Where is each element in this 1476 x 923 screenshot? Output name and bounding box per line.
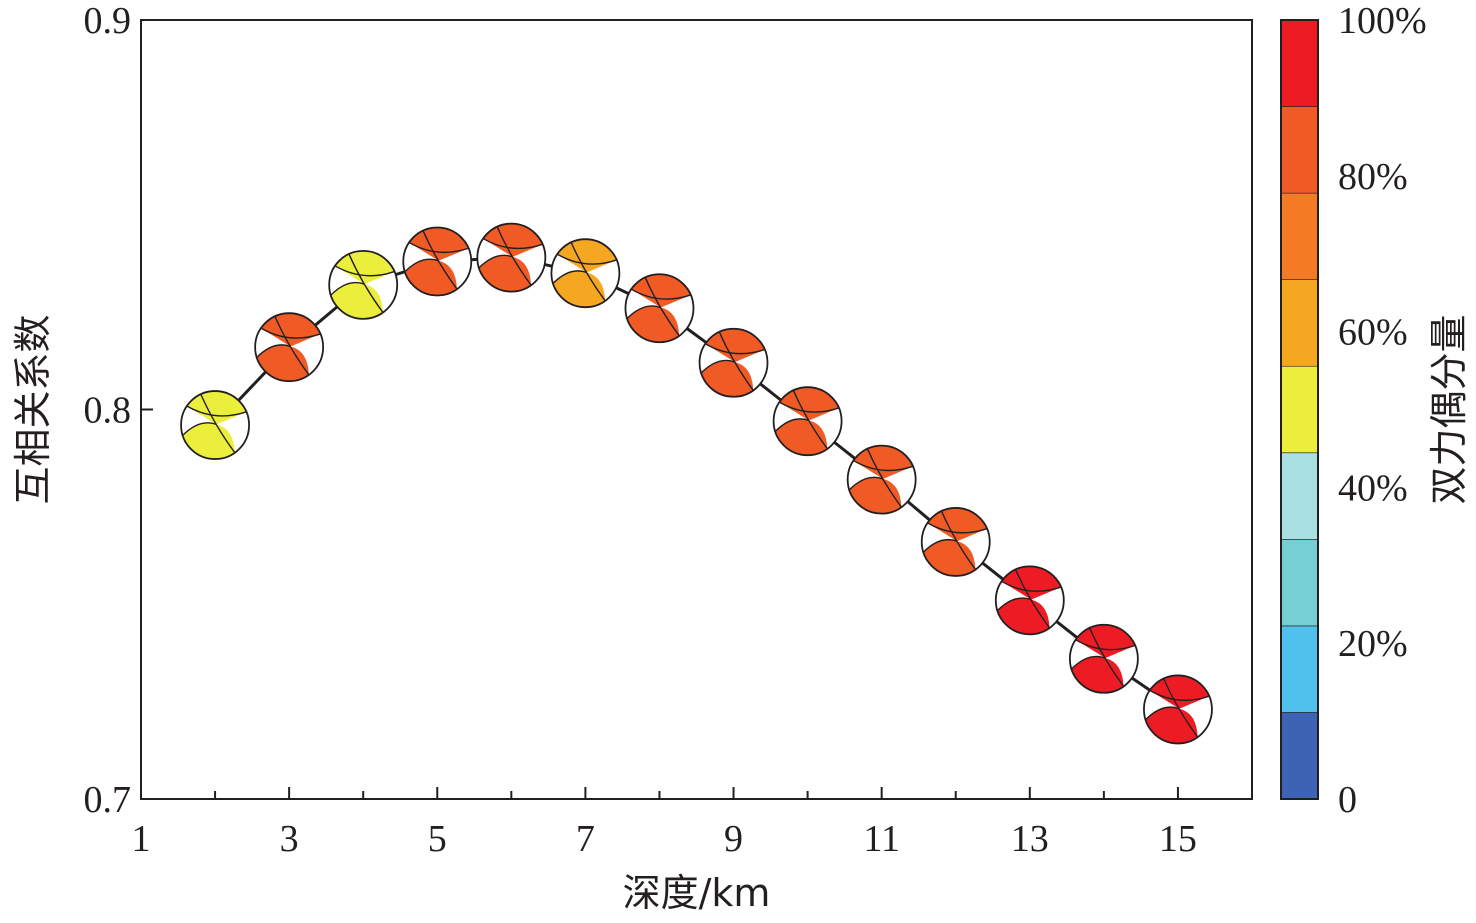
x-tick-label: 15 (1159, 818, 1197, 860)
beachball-marker (698, 327, 769, 398)
connector-line (906, 500, 931, 522)
y-tick-label: 0.7 (84, 779, 132, 821)
connector-line (1131, 676, 1151, 692)
beachball-marker (1143, 674, 1213, 745)
colorbar-band (1280, 539, 1319, 627)
beachball-marker (180, 390, 250, 460)
beachball-marker (994, 565, 1065, 636)
y-tick-label: 0.9 (84, 0, 132, 42)
colorbar-tick-label: 20% (1338, 623, 1408, 665)
x-axis-title: 深度/km (623, 871, 771, 915)
connector-line (833, 441, 856, 460)
beachball-marker (920, 507, 991, 577)
y-tick-label: 0.8 (84, 390, 132, 432)
beachball-marker (328, 249, 399, 320)
colorbar-band (1280, 279, 1319, 367)
beachball-marker (1068, 623, 1139, 694)
colorbar-tick-label: 80% (1338, 156, 1408, 198)
beachball-marker (846, 444, 917, 515)
x-tick-label: 5 (428, 818, 447, 860)
colorbar-tick-label: 40% (1338, 467, 1408, 509)
beachball-marker (550, 238, 621, 309)
colorbar-band (1280, 712, 1319, 800)
connector-line (981, 561, 1005, 581)
x-tick-label: 1 (132, 818, 151, 860)
colorbar-title: 双力偶分量 (1427, 314, 1471, 504)
x-tick-label: 9 (724, 818, 743, 860)
beachball-marker (254, 312, 325, 383)
connector-lines (237, 257, 1151, 692)
x-tick-label: 3 (280, 818, 299, 860)
x-tick-label: 13 (1011, 818, 1049, 860)
colorbar-band (1280, 19, 1319, 107)
colorbar-band (1280, 365, 1319, 454)
colorbar-tick-label: 100% (1338, 0, 1427, 42)
connector-line (759, 382, 782, 402)
colorbar-tick-label: 60% (1338, 312, 1408, 354)
data-points (180, 222, 1213, 745)
colorbar-tick-label: 0 (1338, 779, 1357, 821)
colorbar-frame (1280, 19, 1319, 800)
beachball-marker (476, 222, 547, 293)
connector-line (544, 263, 553, 268)
beachball-marker (624, 273, 695, 344)
colorbar: 0 20% 40% 60% 80% 100% (1280, 0, 1427, 821)
beachball-marker (772, 386, 843, 457)
connector-line (237, 370, 267, 402)
connector-line (685, 327, 708, 344)
x-tick-label: 11 (863, 818, 900, 860)
colorbar-band (1280, 106, 1319, 194)
beachball-marker (402, 226, 473, 297)
connector-line (395, 270, 406, 277)
axes: 1 3 5 7 9 11 13 150.70.80.9 (84, 0, 1253, 860)
x-tick-label: 7 (576, 818, 595, 860)
connector-line (1055, 620, 1079, 639)
y-axis-title: 互相关系数 (11, 314, 55, 504)
colorbar-band (1280, 625, 1319, 713)
colorbar-band (1280, 192, 1319, 280)
colorbar-band (1280, 452, 1319, 540)
connector-line (615, 286, 630, 296)
connector-line (314, 305, 339, 327)
